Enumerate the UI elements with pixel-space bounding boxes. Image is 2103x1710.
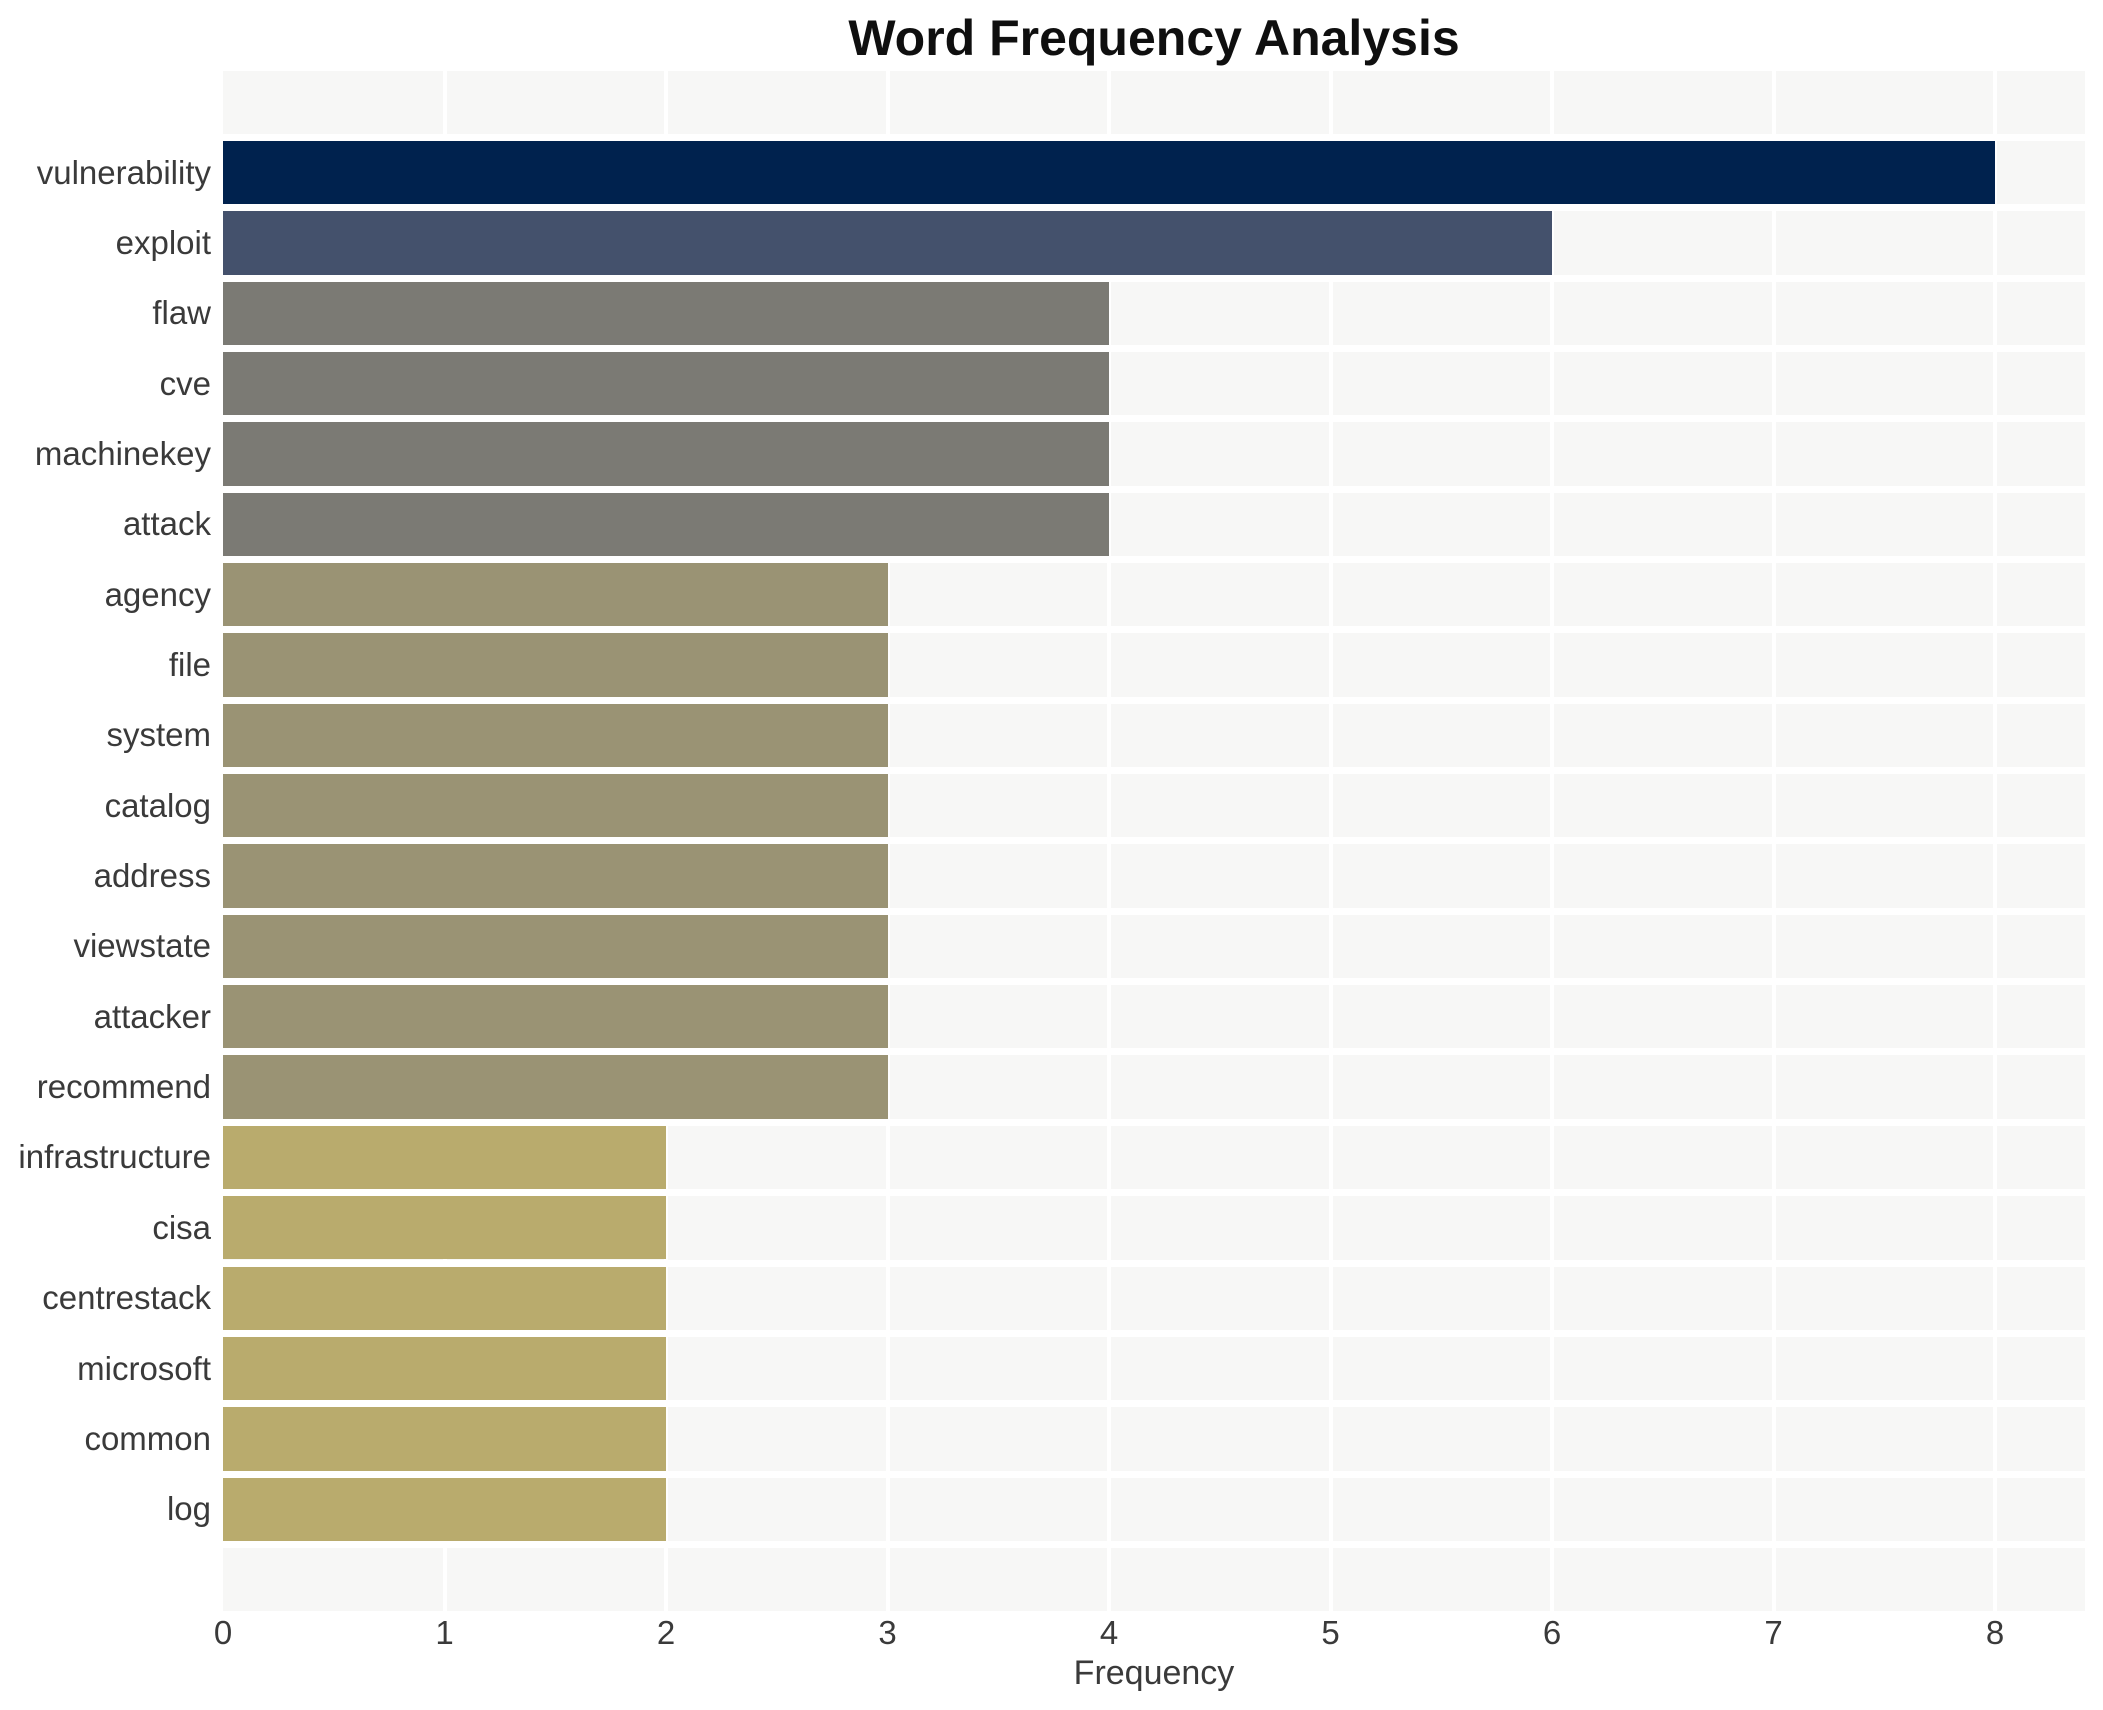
bar-agency: [223, 563, 888, 627]
x-axis-label: Frequency: [1073, 1654, 1235, 1692]
row-gap-stripe: [223, 485, 2085, 493]
y-tick-label-cisa: cisa: [152, 1208, 211, 1246]
row-gap-stripe: [223, 1329, 2085, 1337]
bar-address: [223, 844, 888, 908]
y-tick-label-machinekey: machinekey: [34, 434, 211, 472]
y-tick-label-viewstate: viewstate: [73, 927, 211, 965]
x-tick-label-8: 8: [1985, 1614, 2005, 1651]
y-tick-label-system: system: [106, 716, 211, 754]
y-tick-label-log: log: [166, 1490, 211, 1528]
y-tick-label-attacker: attacker: [93, 997, 211, 1035]
row-gap-stripe: [223, 1259, 2085, 1267]
x-tick-label-2: 2: [656, 1614, 676, 1651]
bar-viewstate: [223, 914, 888, 979]
bar-centrestack: [223, 1266, 666, 1330]
plot-area: [223, 71, 2085, 1611]
row-gap-stripe: [223, 696, 2085, 704]
y-tick-label-cve: cve: [159, 364, 211, 402]
row-gap-stripe: [223, 1400, 2085, 1408]
y-tick-label-exploit: exploit: [115, 223, 211, 261]
bar-microsoft: [223, 1336, 666, 1401]
bar-recommend: [223, 1055, 888, 1119]
row-gap-stripe: [223, 344, 2085, 352]
x-tick-label-3: 3: [878, 1614, 897, 1651]
bar-machinekey: [223, 422, 1109, 486]
x-tick-label-6: 6: [1542, 1614, 1562, 1651]
bar-cve: [223, 351, 1109, 416]
bar-common: [223, 1407, 666, 1471]
row-gap-stripe: [223, 1189, 2085, 1197]
bar-cisa: [223, 1196, 666, 1260]
row-gap-stripe: [223, 133, 2085, 141]
row-gap-stripe: [223, 556, 2085, 563]
row-gap-stripe: [223, 626, 2085, 634]
x-tick-label-1: 1: [435, 1614, 454, 1651]
row-gap-stripe: [223, 415, 2085, 423]
y-tick-label-vulnerability: vulnerability: [36, 153, 211, 191]
bar-vulnerability: [223, 140, 1995, 205]
row-gap-stripe: [223, 1048, 2085, 1056]
y-tick-label-centrestack: centrestack: [42, 1279, 211, 1317]
y-tick-label-microsoft: microsoft: [77, 1349, 211, 1387]
x-tick-label-7: 7: [1764, 1614, 1783, 1651]
y-tick-label-file: file: [168, 646, 211, 684]
x-tick-label-0: 0: [213, 1614, 233, 1651]
bar-attacker: [223, 985, 888, 1049]
y-tick-label-attack: attack: [122, 505, 211, 543]
y-tick-label-catalog: catalog: [104, 786, 211, 824]
x-tick-label-5: 5: [1321, 1614, 1340, 1651]
y-tick-label-flaw: flaw: [152, 294, 211, 332]
x-tick-label-4: 4: [1099, 1614, 1119, 1651]
bar-attack: [223, 492, 1109, 556]
bar-infrastructure: [223, 1125, 666, 1190]
y-tick-label-common: common: [84, 1419, 211, 1457]
row-gap-stripe: [223, 978, 2085, 986]
chart-title: Word Frequency Analysis: [848, 10, 1460, 66]
y-tick-label-address: address: [93, 857, 211, 895]
y-tick-label-agency: agency: [104, 575, 211, 613]
y-tick-label-infrastructure: infrastructure: [18, 1138, 211, 1176]
row-gap-stripe: [223, 1118, 2085, 1126]
bar-system: [223, 703, 888, 768]
bar-log: [223, 1477, 666, 1541]
row-gap-stripe: [223, 907, 2085, 915]
bar-flaw: [223, 281, 1109, 345]
row-gap-stripe: [223, 274, 2085, 282]
y-tick-label-recommend: recommend: [36, 1068, 211, 1106]
bar-exploit: [223, 211, 1552, 275]
row-gap-stripe: [223, 204, 2085, 212]
row-gap-stripe: [223, 1540, 2085, 1548]
bar-file: [223, 633, 888, 697]
bar-catalog: [223, 774, 888, 838]
row-gap-stripe: [223, 1470, 2085, 1478]
row-gap-stripe: [223, 767, 2085, 775]
row-gap-stripe: [223, 837, 2085, 845]
